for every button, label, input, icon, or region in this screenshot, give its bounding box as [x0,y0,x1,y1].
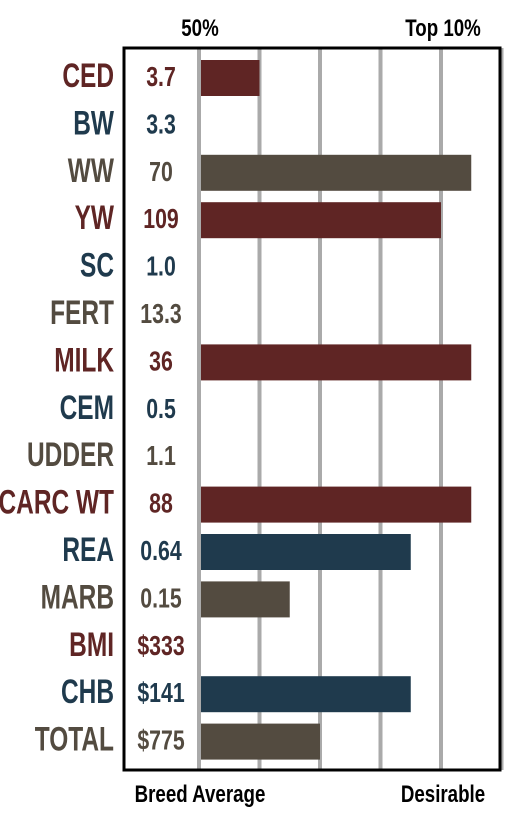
value-label: 3.7 [146,61,176,93]
value-label: 88 [149,488,173,520]
bar-rea [201,534,411,570]
value-label: 70 [149,156,173,188]
trait-label: CHB [61,673,114,711]
value-label: 13.3 [140,298,181,330]
bar-total [201,723,320,760]
trait-label: CEM [60,389,114,427]
bar-yw [201,202,441,239]
trait-label: TOTAL [35,721,114,759]
trait-label: BW [73,105,114,143]
row-labels: CED 3.7 BW 3.3 WW 70 YW 109 SC 1.0 FERT 13.3 MILK 36 C… [0,57,185,758]
trait-label: CED [62,57,114,95]
bar-carc-wt [201,486,472,523]
value-label: $141 [137,677,184,709]
bottom-label-breed-average: Breed Average [135,781,266,808]
trait-label: FERT [50,294,114,332]
trait-label: WW [68,152,114,190]
value-label: $333 [137,630,184,662]
bar-ww [201,154,472,191]
value-label: 109 [143,203,178,235]
trait-label: UDDER [27,436,114,474]
value-label: 0.64 [140,535,182,567]
bar-chb [201,676,411,713]
bar-ced [201,60,260,96]
value-label: 1.1 [146,440,176,472]
chart-frame [122,46,502,772]
value-label: 1.0 [146,251,176,283]
bar-milk [201,344,472,381]
trait-label: CARC WT [0,484,114,522]
trait-label: MILK [54,342,114,380]
value-label: 3.3 [146,109,176,141]
value-label: 0.5 [146,393,176,425]
top-label-50: 50% [181,15,218,42]
value-label: 36 [149,346,173,378]
bottom-label-desirable: Desirable [401,781,485,808]
trait-label: YW [75,199,114,237]
footer-labels: Breed Average Desirable [135,781,486,808]
bars [201,60,472,760]
header-labels: 50% Top 10% [181,15,481,42]
trait-label: MARB [41,579,114,617]
bar-marb [201,581,290,618]
trait-label: BMI [69,626,114,664]
top-label-top10: Top 10% [405,15,481,42]
trait-label: REA [62,531,114,569]
value-label: 0.15 [140,583,182,615]
trait-label: SC [80,247,114,285]
value-label: $775 [137,725,184,757]
